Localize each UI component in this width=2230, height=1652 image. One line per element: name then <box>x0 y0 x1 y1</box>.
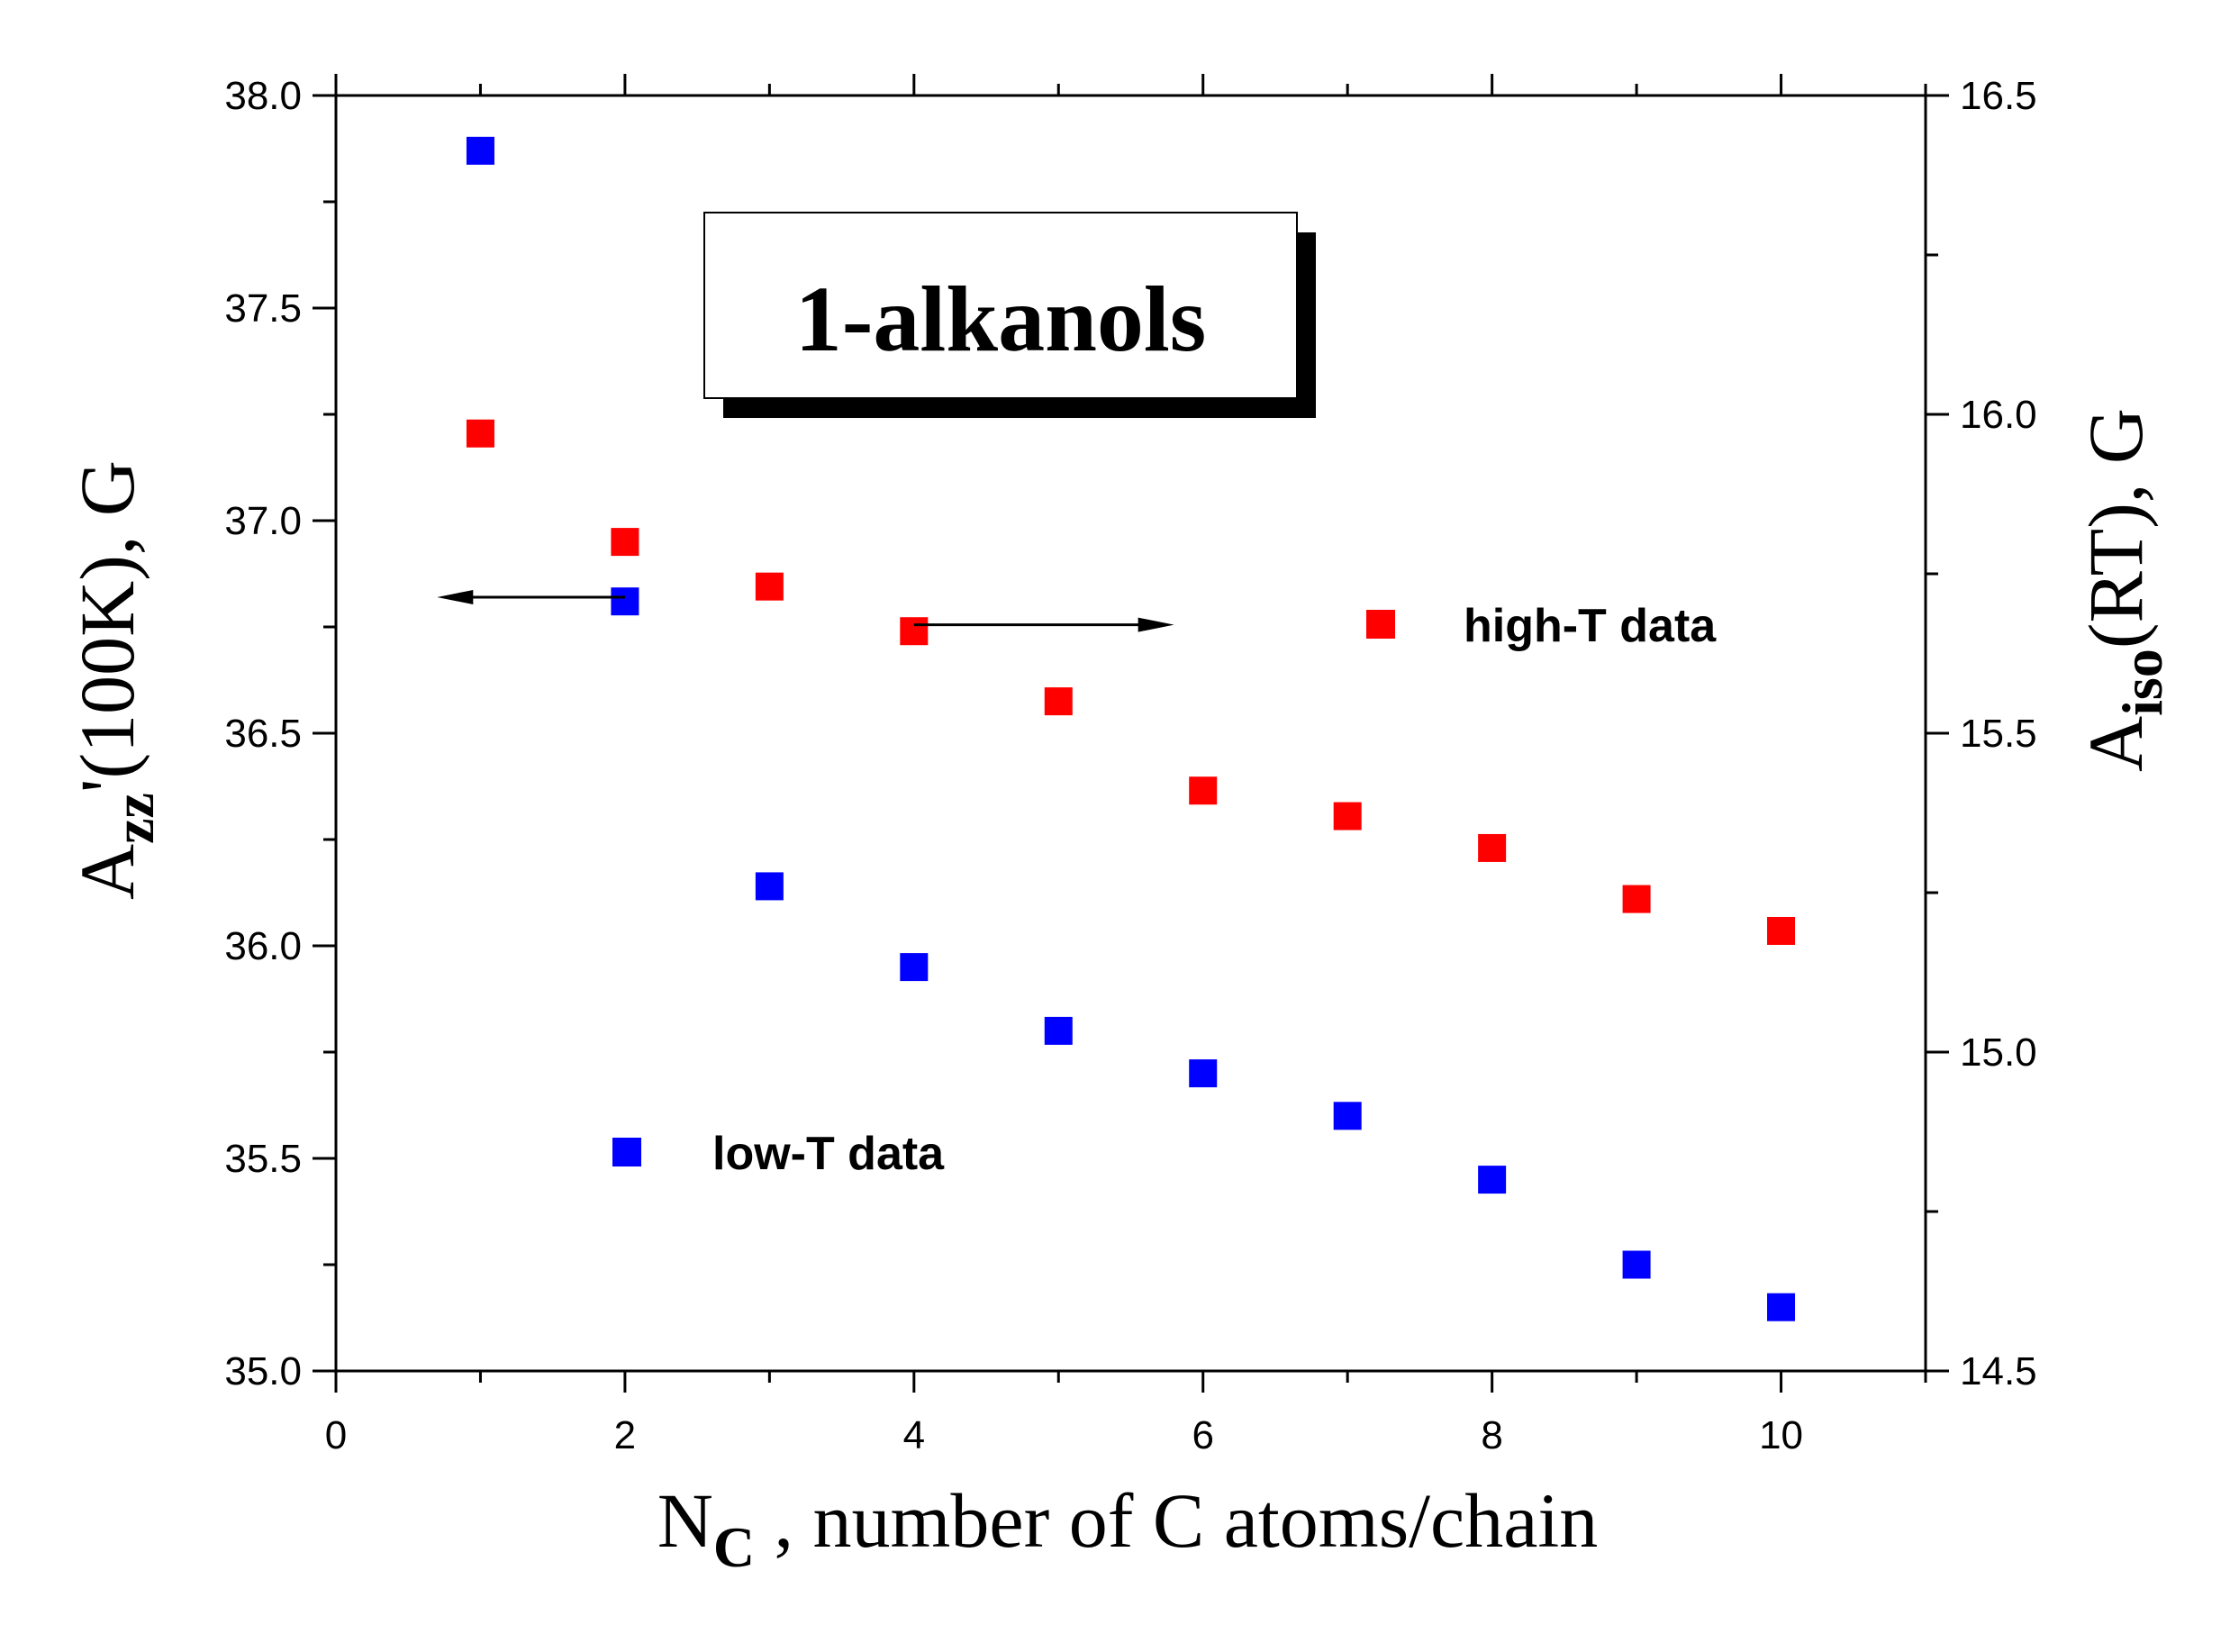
data-point-low-t-data <box>611 587 639 616</box>
left-tick-label: 35.0 <box>224 1349 302 1393</box>
legend: high-T data low-T data <box>612 600 1717 1180</box>
data-point-low-t-data <box>755 872 784 901</box>
data-point-high-t-data <box>1478 833 1507 862</box>
bottom-tick-label: 6 <box>1192 1413 1213 1457</box>
right-axis-title-sub: iso <box>2110 649 2174 716</box>
annotation-box: 1-alkanols <box>703 212 1316 418</box>
data-point-high-t-data <box>1044 687 1073 716</box>
x-axis-title-rest: , number of C atoms/chain <box>755 1477 1598 1564</box>
data-point-low-t-data <box>900 953 929 982</box>
x-axis-title-sub: C <box>713 1515 755 1579</box>
bottom-tick-label: 0 <box>325 1413 347 1457</box>
left-tick-label: 35.5 <box>224 1137 302 1181</box>
right-axis-title-main: A <box>2072 716 2159 772</box>
legend-marker-low-t <box>612 1138 641 1166</box>
data-point-high-t-data <box>755 572 784 601</box>
left-tick-label: 37.5 <box>224 286 302 331</box>
left-tick-label: 36.0 <box>224 924 302 968</box>
right-tick-label: 15.0 <box>1960 1030 2037 1075</box>
right-axis-ticks: 14.5 15.0 15.5 16.0 16.5 <box>1926 74 2037 1393</box>
data-points <box>466 136 1796 1321</box>
right-tick-label: 16.5 <box>1960 74 2037 118</box>
data-point-low-t-data <box>1189 1059 1218 1088</box>
data-point-low-t-data <box>1333 1102 1362 1130</box>
right-tick-label: 15.5 <box>1960 712 2037 756</box>
bottom-axis-ticks: 0 2 4 6 8 10 <box>325 74 1927 1457</box>
left-axis-title: Azz'(100K), G <box>64 460 166 900</box>
data-point-low-t-data <box>1478 1166 1507 1194</box>
left-axis-title-rest: '(100K), G <box>64 460 150 793</box>
data-point-high-t-data <box>900 617 929 646</box>
data-point-low-t-data <box>1767 1293 1796 1321</box>
annotation-frame <box>703 212 1298 399</box>
data-point-high-t-data <box>1767 916 1796 945</box>
right-tick-label: 14.5 <box>1960 1349 2037 1393</box>
data-point-high-t-data <box>1189 776 1218 805</box>
bottom-tick-label: 8 <box>1481 1413 1502 1457</box>
right-tick-label: 16.0 <box>1960 393 2037 437</box>
left-axis-title-main: A <box>64 844 150 900</box>
legend-label-low-t: low-T data <box>712 1128 945 1180</box>
x-axis-title: NC , number of C atoms/chain <box>657 1477 1599 1579</box>
arrow-head <box>1138 617 1174 632</box>
legend-label-high-t: high-T data <box>1464 600 1717 652</box>
left-tick-label: 37.0 <box>224 499 302 543</box>
bottom-tick-label: 4 <box>903 1413 925 1457</box>
right-axis-title-rest: (RT), G <box>2072 408 2159 649</box>
left-axis-ticks: 35.0 35.5 36.0 36.5 37.0 37.5 38.0 <box>224 74 336 1393</box>
left-axis-title-sub: zz <box>102 793 166 844</box>
data-point-low-t-data <box>466 136 494 165</box>
data-point-low-t-data <box>1622 1250 1651 1279</box>
legend-marker-high-t <box>1366 610 1395 639</box>
data-point-high-t-data <box>1333 802 1362 831</box>
bottom-tick-label: 2 <box>614 1413 636 1457</box>
x-axis-title-main: N <box>657 1477 713 1564</box>
right-axis-title: Aiso(RT), G <box>2072 408 2174 772</box>
data-point-high-t-data <box>1622 885 1651 913</box>
data-point-high-t-data <box>611 528 639 557</box>
arrow-head <box>437 589 474 604</box>
data-point-high-t-data <box>466 419 494 448</box>
annotation-text: 1-alkanols <box>795 268 1207 371</box>
data-point-low-t-data <box>1044 1016 1073 1045</box>
left-tick-label: 38.0 <box>224 74 302 118</box>
left-tick-label: 36.5 <box>224 712 302 756</box>
bottom-tick-label: 10 <box>1759 1413 1803 1457</box>
axis-arrows <box>437 589 1174 632</box>
